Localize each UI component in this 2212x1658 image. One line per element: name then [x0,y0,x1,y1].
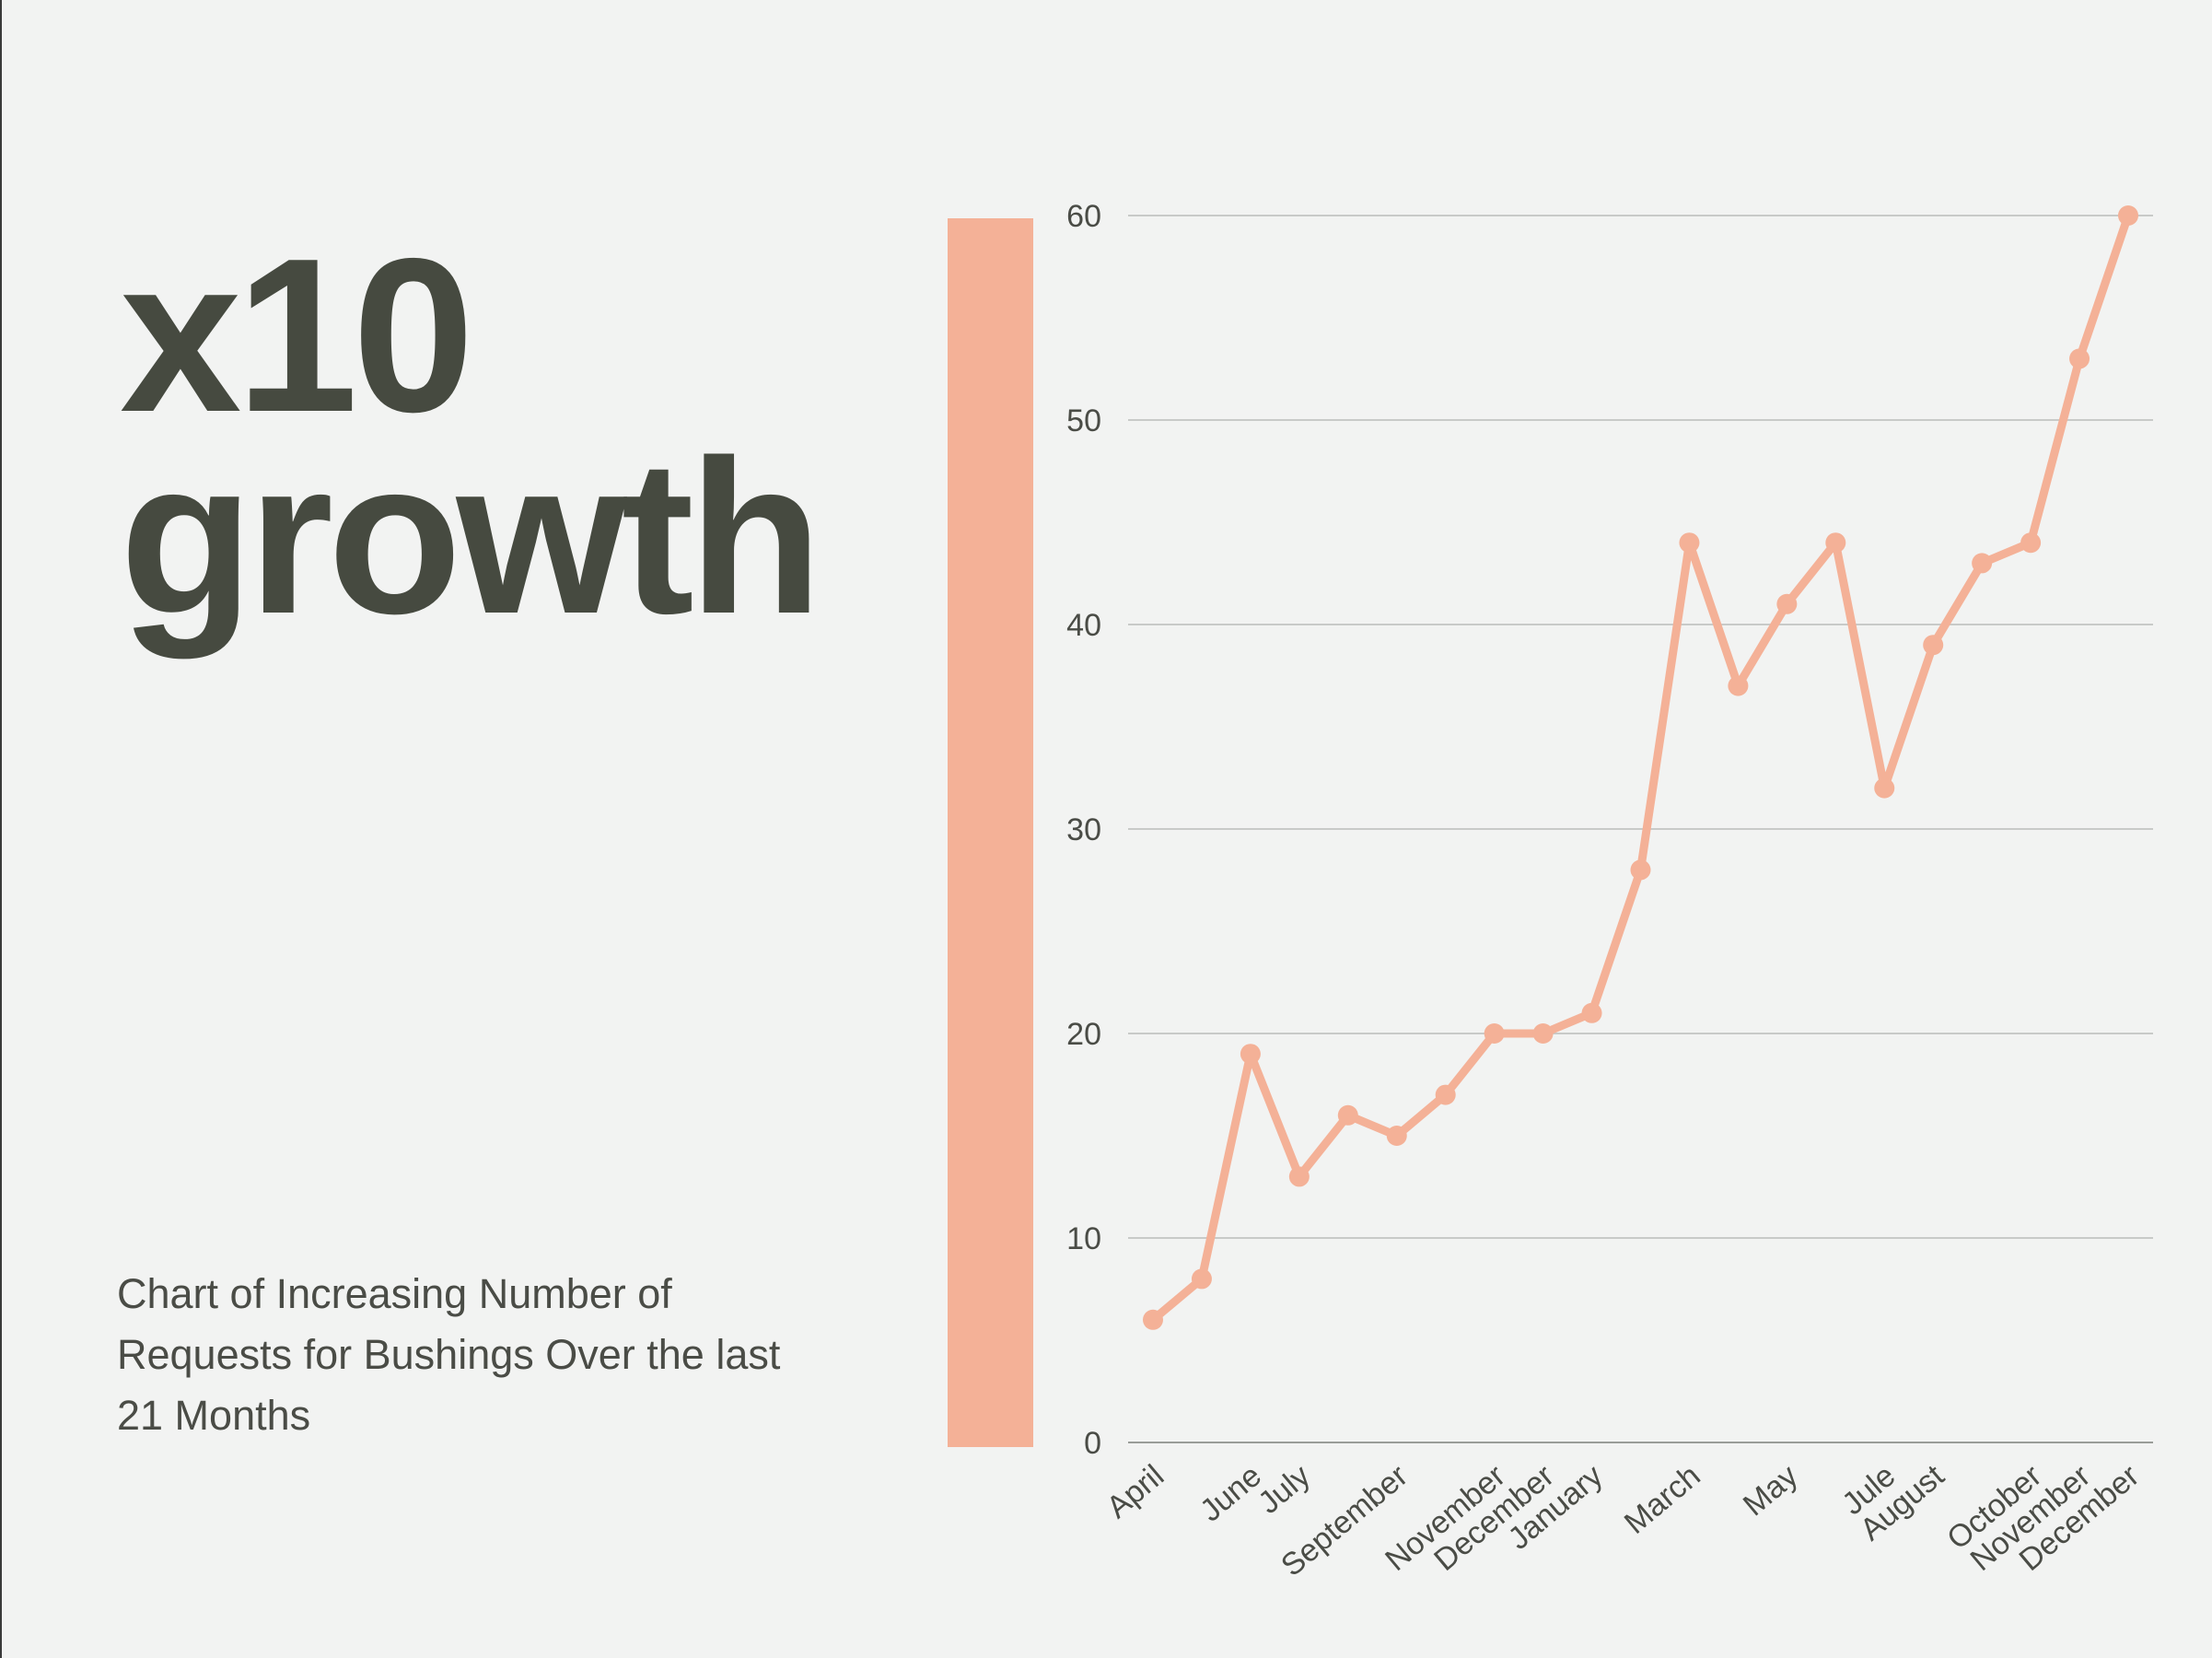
data-point [1825,532,1846,554]
x-tick-label: May [1737,1458,1805,1523]
grid-lines [1128,215,2153,1443]
data-point [1386,1126,1407,1146]
data-points [1143,205,2138,1330]
data-point [1532,1023,1554,1044]
x-tick-label: July [1252,1458,1317,1521]
x-tick-label: March [1618,1458,1707,1541]
x-tick-label: April [1100,1458,1171,1525]
series-line-path [1148,211,2133,1325]
headline-line-2: growth [120,415,822,660]
y-axis-tick-labels: 0 10 20 30 40 50 60 [1066,199,1101,1461]
data-point [1923,635,1944,656]
y-tick-label: 60 [1066,199,1101,234]
data-point [1435,1084,1456,1105]
y-tick-label: 40 [1066,608,1101,643]
data-point [2020,532,2042,554]
left-edge-border [0,0,2,1658]
chart-description: Chart of Increasing Number of Requests f… [117,1270,781,1439]
data-point [1288,1166,1310,1187]
series-line [1148,211,2133,1325]
data-point [1972,553,1993,574]
data-point [1484,1023,1505,1044]
data-point [1191,1268,1212,1290]
data-point [1728,675,1749,696]
data-point [1581,1002,1602,1023]
data-point [1679,532,1700,554]
accent-bar [948,218,1033,1447]
y-tick-label: 20 [1066,1017,1101,1052]
y-tick-label: 0 [1084,1426,1101,1461]
x-axis-tick-labels: April JuneJulySeptemberNovemberDecemberJa… [1100,1458,2147,1583]
data-point [1337,1104,1358,1126]
y-tick-label: 30 [1066,812,1101,847]
y-tick-label: 50 [1066,403,1101,438]
data-point [1143,1309,1163,1330]
headline-line-1: x10 [120,214,474,458]
data-point [1240,1044,1261,1065]
data-point [2069,348,2090,369]
y-tick-label: 10 [1066,1221,1101,1256]
data-point [1630,859,1651,881]
data-point [1874,777,1895,799]
data-point [2118,205,2138,226]
headline: x10 growth [120,214,822,660]
data-point [1776,593,1798,614]
